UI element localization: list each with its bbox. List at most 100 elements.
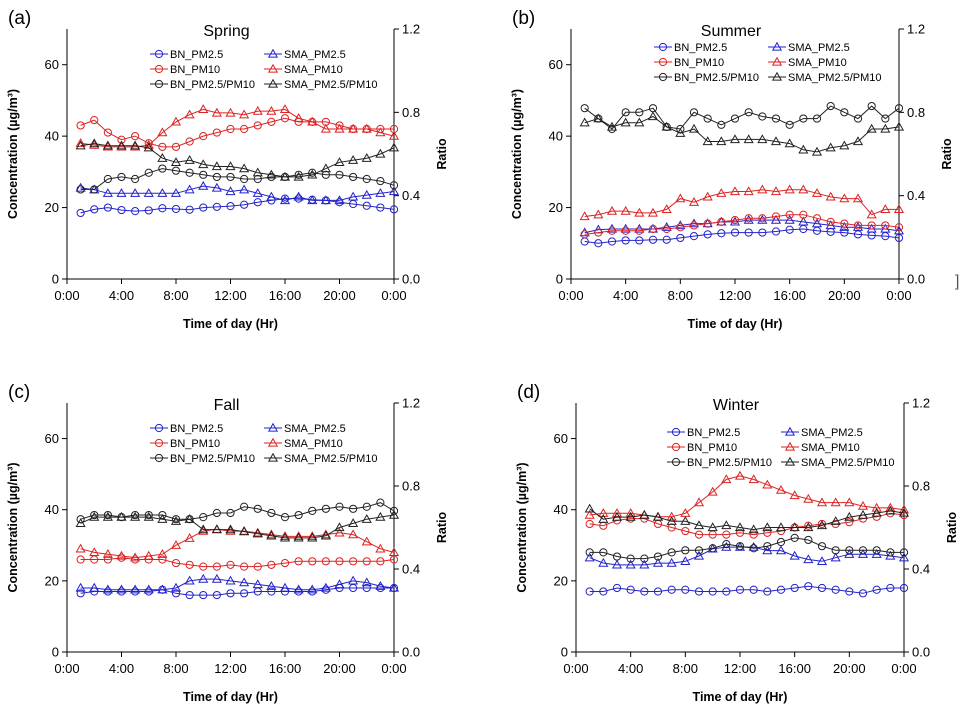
data-point	[621, 236, 630, 245]
data-point	[89, 138, 100, 148]
data-point	[898, 552, 910, 562]
legend-item: BN_PM2.5/PM10	[150, 79, 255, 91]
data-point	[239, 526, 250, 536]
chart-panel-d: 0 20 40 60 0.0 0.4 0.8 1.2 0:00 4:00 8:00 12:00 16:0…	[515, 382, 959, 704]
series-line	[80, 528, 395, 559]
data-point	[76, 555, 85, 564]
data-point	[702, 136, 713, 146]
data-point	[866, 209, 877, 219]
data-point	[621, 226, 630, 235]
data-point	[226, 589, 235, 598]
left-tick-label: 20	[45, 573, 59, 588]
data-point	[308, 506, 317, 515]
legend-swatch-marker	[267, 63, 279, 73]
series-sma-pm10	[584, 470, 910, 521]
data-point	[361, 536, 372, 546]
data-point	[239, 163, 250, 173]
right-tick-label: 1.2	[402, 22, 420, 37]
data-point	[667, 523, 676, 532]
data-point	[211, 161, 222, 171]
data-point	[389, 181, 399, 190]
data-point	[75, 140, 86, 150]
right-tick-label: 0.0	[402, 645, 420, 660]
data-point	[620, 205, 631, 215]
legend-label: BN_PM2.5/PM10	[687, 457, 772, 469]
legend-label: SMA_PM2.5/PM10	[788, 72, 882, 84]
data-point	[293, 531, 304, 541]
data-point	[75, 543, 86, 553]
data-point	[240, 562, 249, 571]
data-point	[579, 211, 590, 221]
data-point	[599, 587, 608, 596]
data-point	[899, 548, 909, 557]
data-point	[803, 493, 814, 503]
data-point	[171, 204, 181, 214]
series-sma-pm2-5-pm10	[579, 111, 905, 156]
left-tick-label: 40	[45, 502, 59, 517]
legend-swatch-marker	[267, 422, 279, 432]
legend-label: SMA_PM10	[284, 64, 343, 76]
data-point	[349, 557, 358, 566]
data-point	[102, 511, 113, 521]
data-point	[749, 585, 758, 594]
series-line	[589, 475, 905, 518]
data-point	[858, 589, 868, 598]
data-point	[130, 552, 141, 562]
data-point	[749, 544, 758, 553]
data-point	[320, 195, 331, 205]
data-point	[375, 188, 386, 197]
data-point	[707, 486, 718, 496]
panel-title: Spring	[203, 23, 249, 40]
data-point	[816, 520, 828, 530]
data-point	[729, 186, 741, 196]
data-point	[734, 522, 746, 532]
data-point	[89, 547, 100, 557]
legend-item: BN_PM10	[654, 57, 724, 69]
data-point	[758, 112, 767, 121]
x-tick-label: 0:00	[381, 661, 406, 676]
data-point	[661, 204, 672, 214]
data-point	[389, 506, 399, 515]
data-point	[116, 140, 127, 150]
left-tick-label: 60	[549, 57, 563, 72]
data-point	[845, 587, 854, 596]
data-point	[212, 562, 221, 571]
data-point	[789, 490, 800, 500]
data-point	[785, 225, 794, 234]
data-point	[885, 505, 896, 515]
series-bn-pm2-5-pm10	[585, 533, 909, 563]
x-axis-title: Time of day (Hr)	[183, 690, 278, 704]
data-point	[131, 174, 140, 184]
left-tick-label: 40	[45, 129, 59, 144]
data-point	[321, 557, 330, 566]
data-point	[131, 207, 140, 216]
data-point	[635, 236, 644, 245]
data-point	[593, 209, 604, 219]
data-point	[722, 530, 731, 539]
data-point	[771, 227, 781, 236]
data-point	[721, 520, 732, 530]
data-point	[881, 221, 890, 230]
data-point	[211, 182, 222, 192]
data-point	[157, 127, 168, 137]
data-point	[308, 557, 317, 566]
data-point	[853, 114, 863, 123]
legend-item: BN_PM2.5	[667, 427, 740, 439]
data-point	[703, 230, 712, 239]
data-point	[293, 191, 304, 201]
data-point	[157, 513, 168, 523]
data-point	[226, 172, 235, 182]
data-point	[103, 203, 112, 212]
data-point	[776, 537, 786, 547]
x-tick-label: 12:00	[724, 661, 757, 676]
data-point	[185, 137, 194, 146]
data-point	[593, 113, 604, 123]
data-point	[116, 550, 127, 560]
data-point	[830, 497, 841, 507]
data-point	[361, 577, 372, 587]
data-point	[143, 550, 154, 560]
data-point	[811, 218, 823, 228]
data-point	[157, 188, 168, 197]
data-point	[158, 164, 167, 173]
x-tick-label: 16:00	[269, 661, 302, 676]
